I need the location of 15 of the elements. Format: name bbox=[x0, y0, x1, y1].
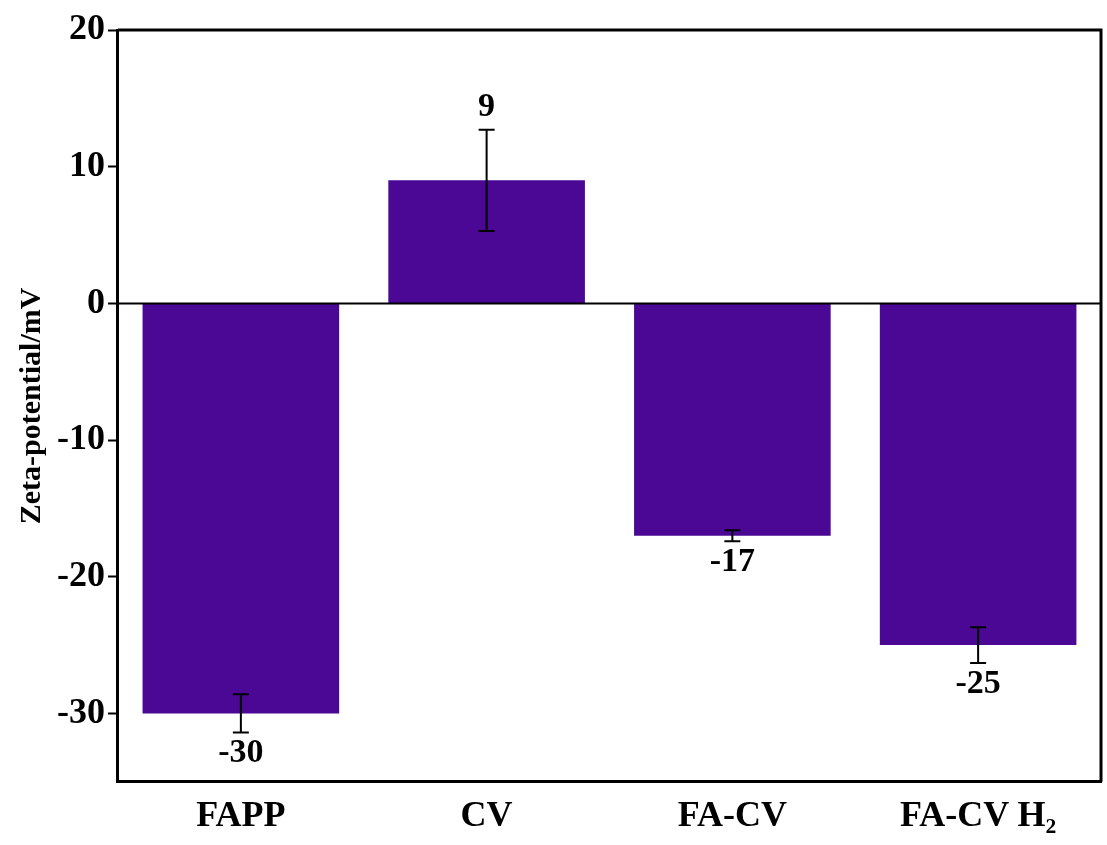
y-tick-label: 20 bbox=[68, 7, 105, 48]
x-tick-label: CV bbox=[460, 793, 513, 834]
y-tick-label: -20 bbox=[56, 554, 105, 595]
x-tick-label: FA-CV H₂ bbox=[899, 793, 1057, 834]
data-label: -30 bbox=[218, 732, 264, 770]
data-label: -17 bbox=[709, 541, 756, 579]
data-label: -25 bbox=[955, 662, 1001, 700]
y-tick-label: 10 bbox=[68, 143, 105, 184]
data-label: 9 bbox=[478, 85, 496, 123]
x-tick-label: FAPP bbox=[196, 793, 286, 834]
y-tick-label: 0 bbox=[86, 280, 105, 321]
y-axis-title: Zeta-potential/mV bbox=[12, 287, 46, 525]
y-tick-label: -30 bbox=[56, 690, 105, 731]
x-tick-label: FA-CV bbox=[677, 793, 788, 834]
y-tick-label: -10 bbox=[56, 417, 105, 458]
